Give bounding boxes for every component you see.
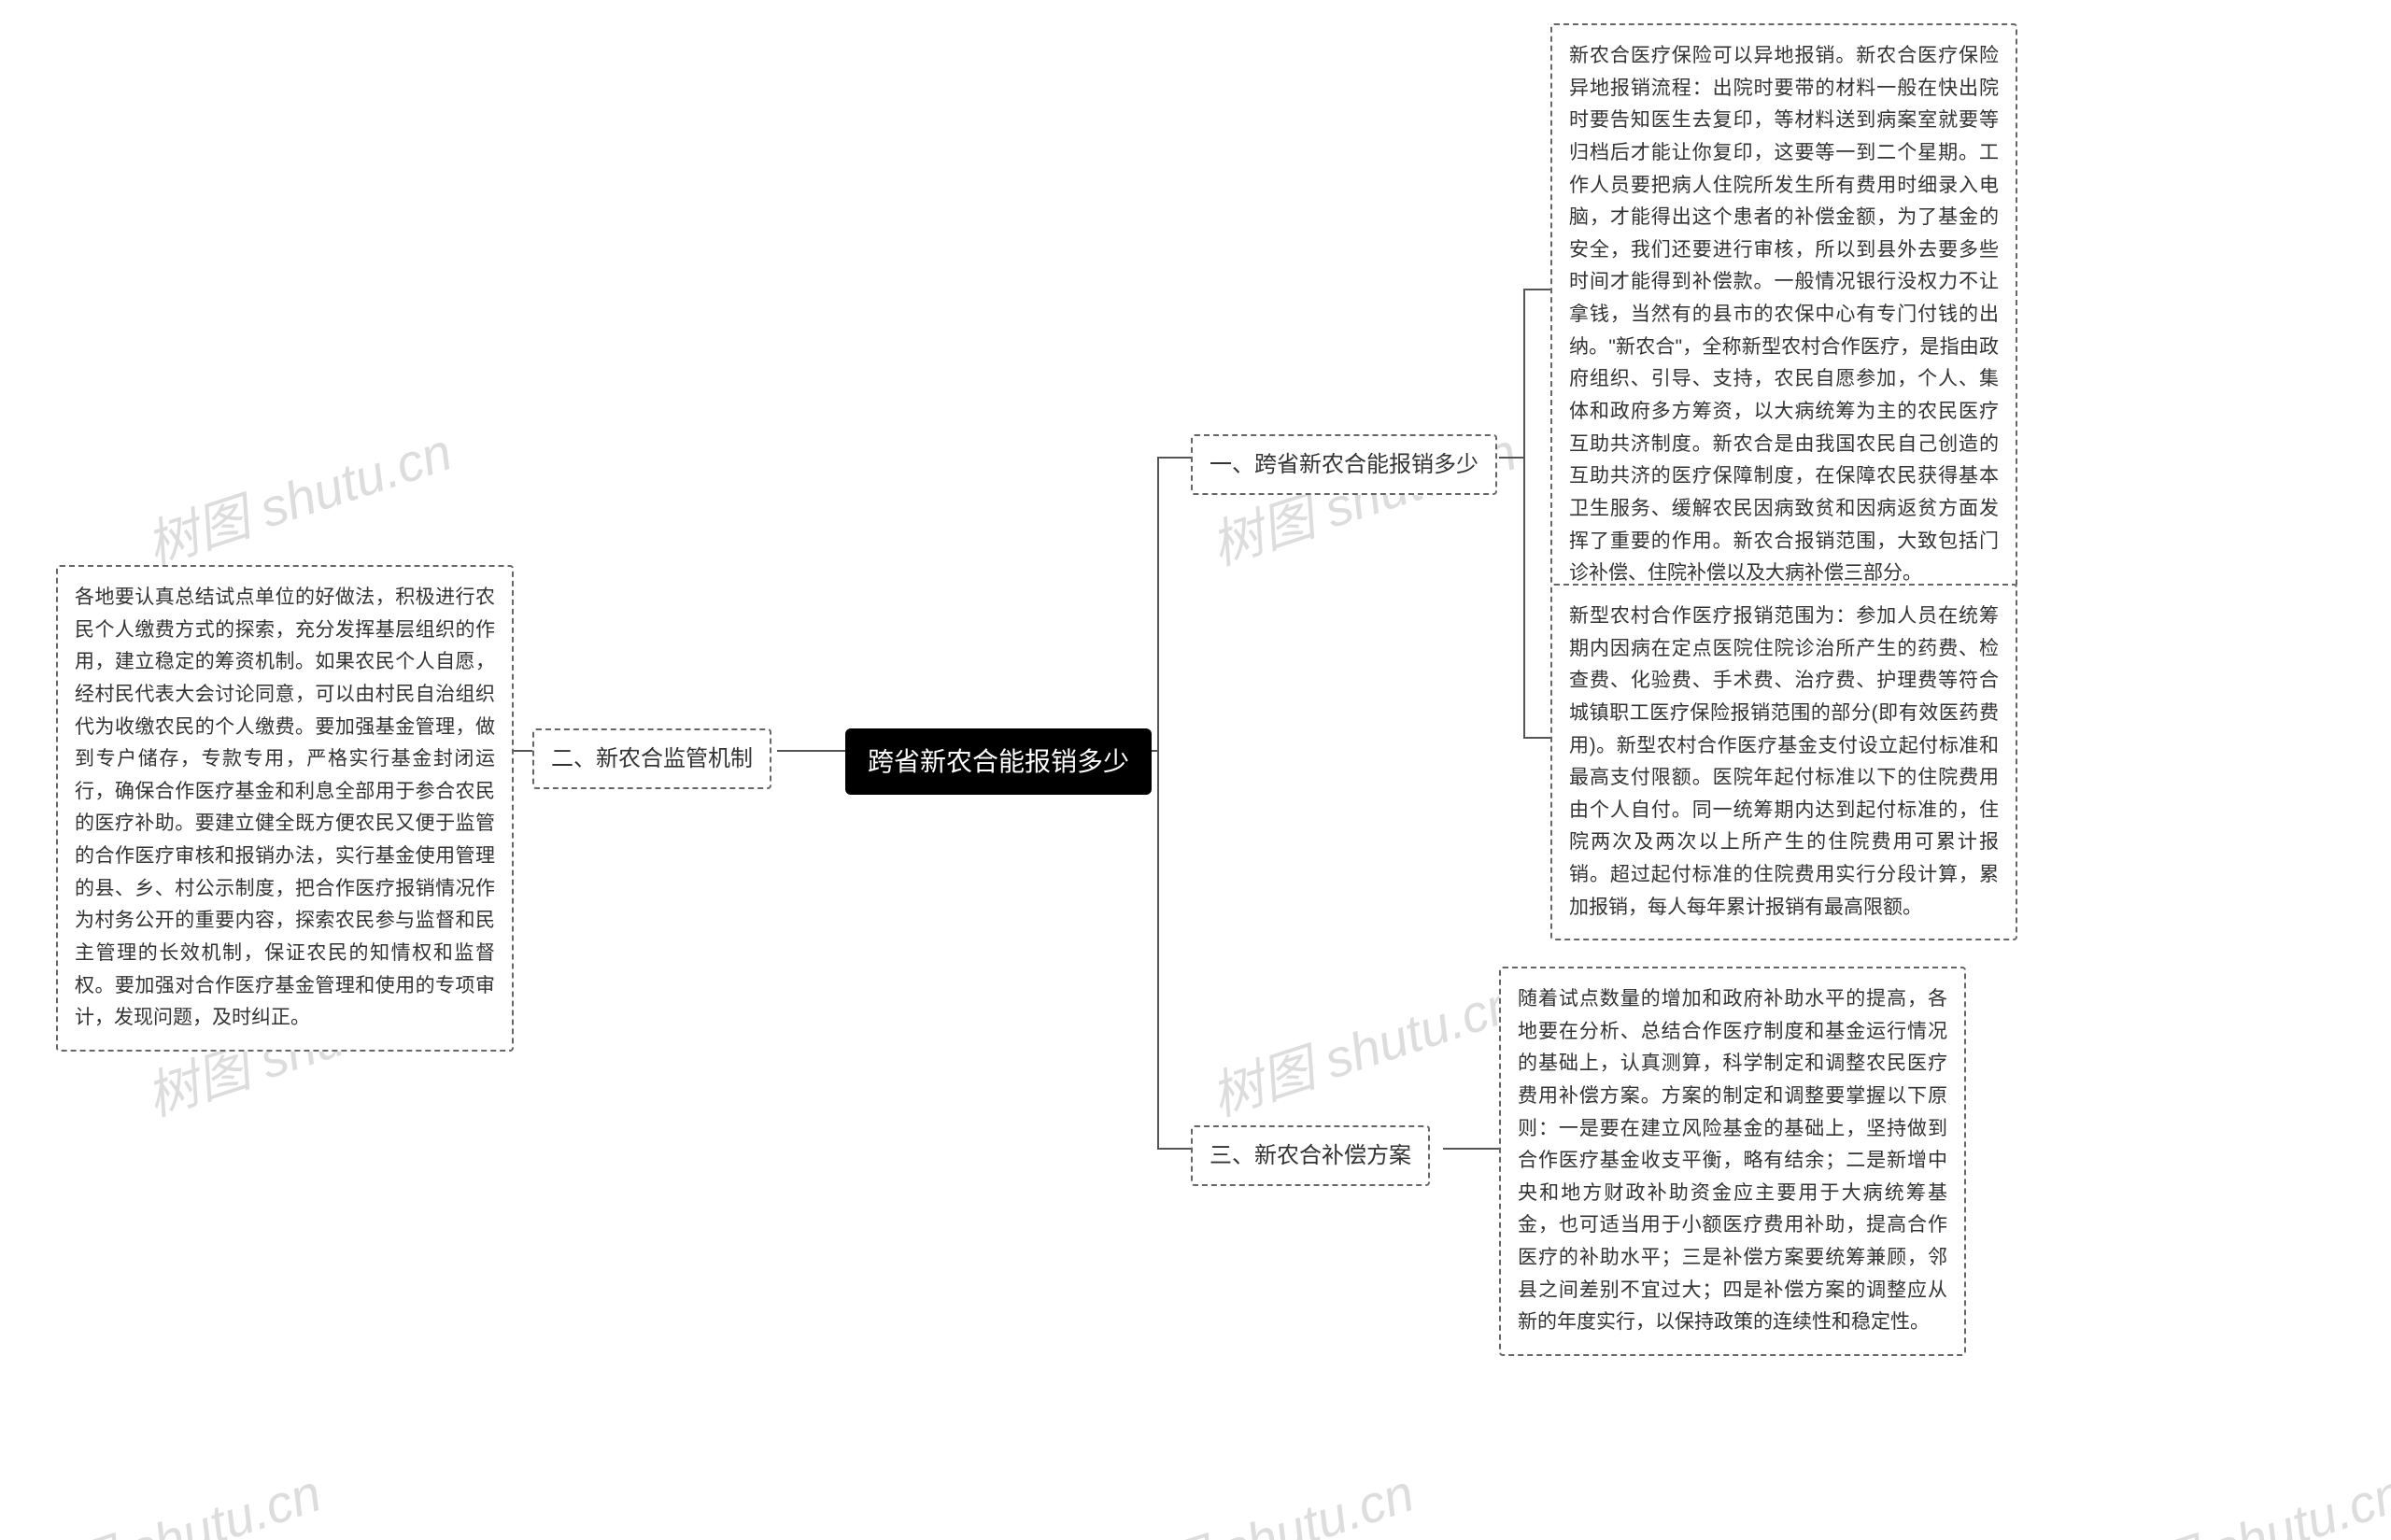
watermark: 树图 shutu.cn [1200,961,1525,1131]
branch-1-leaf-1-text: 新农合医疗保险可以异地报销。新农合医疗保险异地报销流程：出院时要带的材料一般在快… [1569,45,1999,584]
branch-1[interactable]: 一、跨省新农合能报销多少 [1191,434,1497,495]
branch-1-leaf-1[interactable]: 新农合医疗保险可以异地报销。新农合医疗保险异地报销流程：出院时要带的材料一般在快… [1550,23,2017,607]
branch-1-leaf-2[interactable]: 新型农村合作医疗报销范围为：参加人员在统筹期内因病在定点医院住院诊治所产生的药费… [1550,584,2017,940]
watermark: 树图 shutu.cn [5,1451,330,1540]
branch-1-label: 一、跨省新农合能报销多少 [1210,452,1478,477]
watermark: 树图 shutu.cn [2087,1451,2391,1540]
branch-2-label: 二、新农合监管机制 [551,746,753,771]
branch-2-leaf-1[interactable]: 各地要认真总结试点单位的好做法，积极进行农民个人缴费方式的探索，充分发挥基层组织… [56,565,514,1052]
branch-3-leaf-1-text: 随着试点数量的增加和政府补助水平的提高，各地要在分析、总结合作医疗制度和基金运行… [1518,988,1947,1333]
branch-3-leaf-1[interactable]: 随着试点数量的增加和政府补助水平的提高，各地要在分析、总结合作医疗制度和基金运行… [1499,967,1966,1356]
branch-1-leaf-2-text: 新型农村合作医疗报销范围为：参加人员在统筹期内因病在定点医院住院诊治所产生的药费… [1569,605,1999,918]
branch-2[interactable]: 二、新农合监管机制 [532,728,771,789]
root-label: 跨省新农合能报销多少 [868,747,1129,776]
branch-3-label: 三、新农合补偿方案 [1210,1143,1411,1168]
watermark: 树图 shutu.cn [1097,1451,1422,1540]
branch-3[interactable]: 三、新农合补偿方案 [1191,1125,1430,1186]
watermark: 树图 shutu.cn [135,410,460,580]
branch-2-leaf-1-text: 各地要认真总结试点单位的好做法，积极进行农民个人缴费方式的探索，充分发挥基层组织… [75,586,495,1028]
mindmap-root[interactable]: 跨省新农合能报销多少 [845,728,1152,795]
